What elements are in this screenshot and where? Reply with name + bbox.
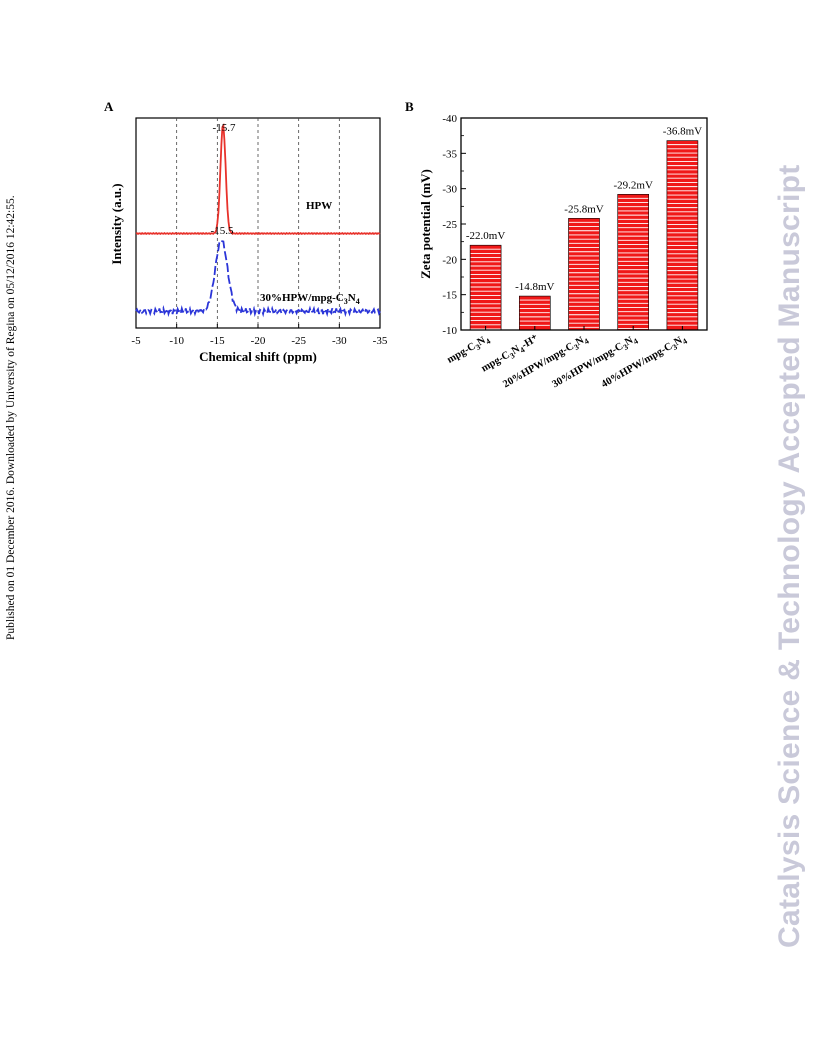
category-label: 40%HPW/mpg-C3N4 <box>600 333 689 392</box>
bar-group: -29.2mV <box>613 179 653 331</box>
series-line-composite <box>135 239 381 318</box>
panel-a: A -5 -10 -15 -20 -25 -30 -35 -15.7 -15.5 HPW 3… <box>104 99 388 364</box>
panel-b: B -22.0mV -14.8mV -25.8mV -29.2mV -36.8mV -1… <box>405 99 708 392</box>
y-tick-label: -15 <box>442 290 457 302</box>
y-tick-label: -25 <box>442 219 457 231</box>
series-label-hpw: HPW <box>306 200 332 212</box>
x-tick-label: -35 <box>373 335 388 347</box>
bar-group: -14.8mV <box>515 281 555 331</box>
panel-b-y-axis: -10 -15 -20 -25 -30 -35 -40 <box>442 113 466 337</box>
bar <box>568 218 600 331</box>
panel-b-y-axis-title: Zeta potential (mV) <box>418 169 433 279</box>
category-label: 20%HPW/mpg-C3N4 <box>501 333 590 392</box>
y-tick-label: -20 <box>442 254 457 266</box>
bar-group: -22.0mV <box>466 230 505 331</box>
panel-a-x-axis-title: Chemical shift (ppm) <box>199 349 317 364</box>
bar <box>469 244 502 331</box>
y-tick-label: -35 <box>442 148 457 160</box>
peak-label-composite: -15.5 <box>211 225 234 237</box>
panel-b-x-axis: mpg-C3N4mpg-C3N4-H⁺20%HPW/mpg-C3N430%HPW… <box>445 326 689 392</box>
bar-data-label: -14.8mV <box>515 281 554 293</box>
x-tick-label: -5 <box>131 335 141 347</box>
peak-label-hpw: -15.7 <box>213 122 236 134</box>
bar-group: -25.8mV <box>564 203 604 331</box>
panel-b-bars: -22.0mV -14.8mV -25.8mV -29.2mV -36.8mV <box>466 126 702 331</box>
x-tick-label: -25 <box>291 335 306 347</box>
panel-a-label: A <box>104 99 114 114</box>
series-label-composite: 30%HPW/mpg-C3N4 <box>260 292 360 306</box>
bar-data-label: -22.0mV <box>466 230 505 242</box>
x-tick-label: -10 <box>169 335 184 347</box>
bar <box>666 140 699 331</box>
series-line-hpw <box>135 123 381 235</box>
bar-data-label: -36.8mV <box>663 126 702 138</box>
y-tick-label: -30 <box>442 184 457 196</box>
bar-group: -36.8mV <box>663 126 702 331</box>
y-tick-label: -40 <box>442 113 457 125</box>
panel-b-label: B <box>405 99 414 114</box>
panel-a-y-axis-title: Intensity (a.u.) <box>109 183 124 264</box>
x-tick-label: -30 <box>332 335 347 347</box>
panel-a-x-axis: -5 -10 -15 -20 -25 -30 -35 <box>131 324 388 347</box>
x-tick-label: -15 <box>210 335 225 347</box>
y-tick-label: -10 <box>442 325 457 337</box>
category-label: 30%HPW/mpg-C3N4 <box>550 333 639 392</box>
bar-data-label: -29.2mV <box>613 179 652 191</box>
bar-data-label: -25.8mV <box>564 203 603 215</box>
x-tick-label: -20 <box>251 335 266 347</box>
